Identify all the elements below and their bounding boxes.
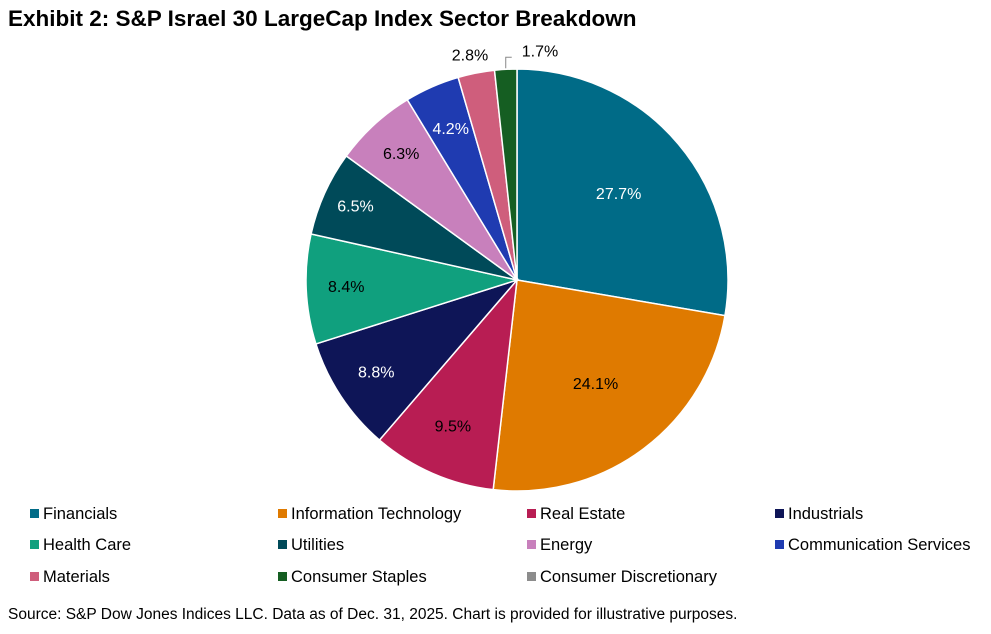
legend-swatch <box>527 572 536 581</box>
data-label-health-care: 8.4% <box>328 279 364 296</box>
legend-label: Utilities <box>291 536 345 554</box>
legend-swatch <box>278 540 287 549</box>
slice-information-technology <box>492 279 726 492</box>
legend-swatch <box>527 540 536 549</box>
legend-swatch <box>30 540 39 549</box>
legend-item-energy: Energy <box>527 535 592 555</box>
data-label-industrials: 8.8% <box>358 365 394 382</box>
slice-industrials <box>314 278 520 442</box>
legend-label: Consumer Staples <box>291 568 427 586</box>
slice-real-estate <box>378 277 519 491</box>
legend-item-consumer-staples: Consumer Staples <box>278 567 427 587</box>
legend-label: Materials <box>43 568 110 586</box>
legend-item-consumer-discretionary: Consumer Discretionary <box>527 567 717 587</box>
legend-label: Energy <box>540 536 593 554</box>
pie-chart: 27.7% 24.1% 9.5% 8.8% 8.4% 6.5% 6.3% 4.2% 2.8% 1.… <box>305 44 729 492</box>
legend-swatch <box>30 509 39 518</box>
legend-item-information-technology: Information Technology <box>278 504 461 524</box>
slice-financials <box>516 68 729 317</box>
legend-item-materials: Materials <box>30 567 110 587</box>
pie-labels: 27.7% 24.1% 9.5% 8.8% 8.4% 6.5% 6.3% 4.2% 2.8% 1.… <box>328 44 641 436</box>
data-label-materials: 2.8% <box>452 48 488 65</box>
legend-label: Real Estate <box>540 505 626 523</box>
data-label-energy: 6.3% <box>383 146 419 163</box>
legend-label: Health Care <box>43 536 132 554</box>
legend-item-communication-services: Communication Services <box>775 535 970 555</box>
legend-swatch <box>278 572 287 581</box>
legend-label: Communication Services <box>788 536 971 554</box>
legend-swatch <box>527 509 536 518</box>
legend-item-industrials: Industrials <box>775 504 863 524</box>
leader-line-consumer-staples <box>505 56 512 69</box>
data-label-consumer-staples: 1.7% <box>522 44 558 61</box>
data-label-real-estate: 9.5% <box>435 418 471 435</box>
legend-item-financials: Financials <box>30 504 117 524</box>
legend-label: Industrials <box>788 505 864 523</box>
data-label-information-technology: 24.1% <box>573 376 618 393</box>
legend-swatch <box>30 572 39 581</box>
slice-health-care <box>305 233 520 345</box>
legend-swatch <box>775 540 784 549</box>
legend-item-health-care: Health Care <box>30 535 131 555</box>
legend-swatch <box>775 509 784 518</box>
legend-swatch <box>278 509 287 518</box>
legend-label: Financials <box>43 505 118 523</box>
legend-label: Information Technology <box>291 505 462 523</box>
source-note: Source: S&P Dow Jones Indices LLC. Data … <box>8 606 738 623</box>
data-label-financials: 27.7% <box>596 186 641 203</box>
legend-item-real-estate: Real Estate <box>527 504 625 524</box>
slice-consumer-staples <box>493 68 518 281</box>
data-label-communication-services: 4.2% <box>432 121 468 138</box>
legend-label: Consumer Discretionary <box>540 568 717 586</box>
legend-item-utilities: Utilities <box>278 535 344 555</box>
pie-slices <box>305 68 729 492</box>
data-label-utilities: 6.5% <box>337 199 373 216</box>
chart-title: Exhibit 2: S&P Israel 30 LargeCap Index … <box>8 6 637 31</box>
